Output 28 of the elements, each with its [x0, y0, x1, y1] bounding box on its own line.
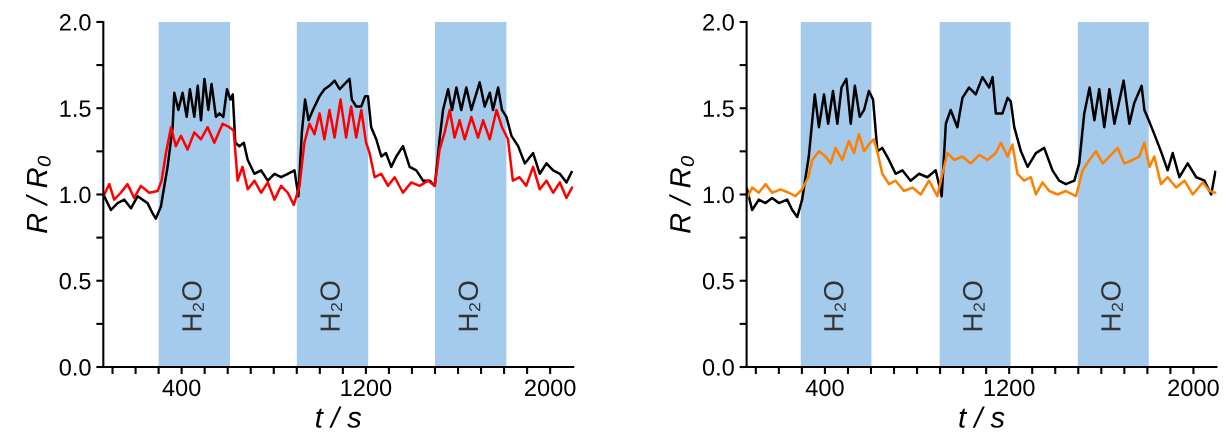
y-tick-label: 0.5 — [702, 272, 734, 290]
y-tick-label: 2.0 — [703, 14, 734, 31]
x-tick-label: 1200 — [341, 379, 392, 397]
band-label: H₂O — [182, 281, 204, 331]
y-tick-label: 1.0 — [60, 186, 91, 204]
band-label: H₂O — [320, 281, 343, 331]
y-tick-label: 1.5 — [60, 100, 91, 117]
line-series — [103, 98, 574, 207]
y-axis-title: R / R₀ — [669, 155, 695, 233]
x-tick-label: 2000 — [525, 379, 576, 397]
y-tick-label: 2.0 — [59, 14, 91, 31]
x-tick-label: 400 — [805, 379, 844, 397]
x-axis-title: t / s — [316, 406, 362, 428]
line-series — [746, 132, 1217, 200]
y-tick-label: 0.0 — [702, 359, 734, 376]
x-tick-label: 1200 — [984, 379, 1035, 397]
y-tick-label: 0.5 — [59, 272, 91, 290]
band-label: H₂O — [1101, 281, 1123, 331]
x-axis-title: t / s — [959, 406, 1005, 428]
y-tick-label: 1.0 — [703, 186, 734, 204]
y-axis-title: R / R₀ — [25, 155, 51, 233]
band-label: H₂O — [823, 281, 846, 331]
x-tick-label: 400 — [162, 379, 201, 397]
band-label: H₂O — [962, 281, 985, 331]
y-tick-label: 1.5 — [703, 100, 734, 117]
band-label: H₂O — [458, 281, 481, 331]
x-tick-label: 2000 — [1168, 379, 1219, 397]
y-tick-label: 0.0 — [59, 359, 91, 376]
